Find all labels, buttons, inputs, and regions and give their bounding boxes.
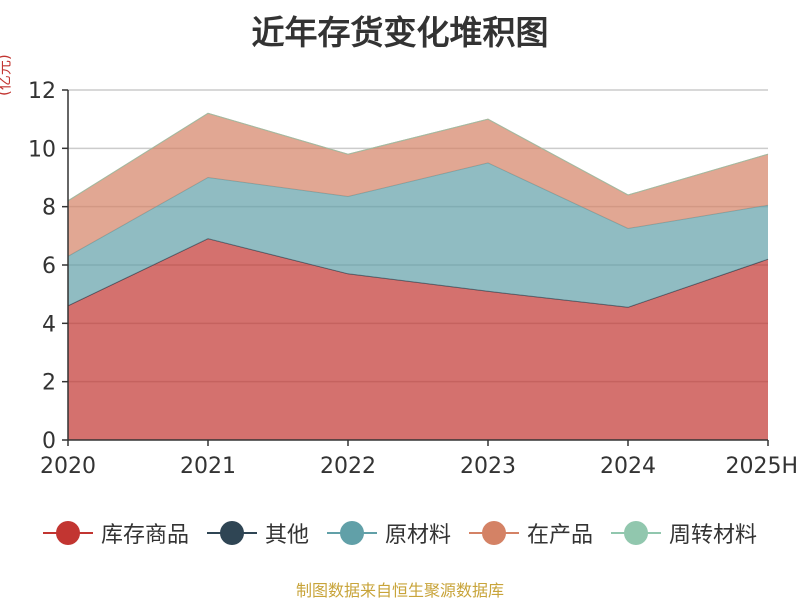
legend-item[interactable]: 周转材料: [611, 517, 757, 549]
y-tick-label: 6: [42, 254, 56, 279]
area-layer: [67, 112, 769, 440]
area-line-4: [67, 112, 769, 202]
x-tick-label: 2021: [180, 454, 236, 479]
x-tick-label: 2024: [600, 454, 656, 479]
y-tick-label: 4: [42, 312, 56, 337]
source-footer: 制图数据来自恒生聚源数据库: [295, 581, 504, 600]
legend-item[interactable]: 在产品: [469, 517, 593, 549]
legend-symbol-icon: [206, 521, 257, 545]
area-series-3: [68, 113, 768, 257]
legend-symbol-icon: [42, 521, 93, 545]
legend-item[interactable]: 库存商品: [42, 517, 189, 549]
chart-title: 近年存货变化堆积图: [251, 13, 549, 52]
y-tick-label: 12: [28, 79, 56, 104]
x-tick-label: 2023: [460, 454, 516, 479]
legend: 库存商品 其他 原材料 在产品 周转材料: [0, 516, 800, 550]
legend-symbol-icon: [326, 521, 377, 545]
legend-symbol-icon: [611, 521, 662, 545]
legend-label: 其他: [264, 523, 309, 548]
x-tick-label: 2025H: [725, 454, 798, 479]
y-tick-label: 0: [42, 429, 56, 454]
area-series-2: [68, 162, 768, 308]
x-tick-label: 2020: [40, 454, 96, 479]
y-tick-label: 10: [28, 137, 56, 162]
legend-symbol-icon: [469, 521, 519, 545]
x-tick-label: 2022: [320, 454, 376, 479]
legend-item[interactable]: 其他: [206, 517, 309, 549]
legend-item[interactable]: 原材料: [326, 517, 451, 549]
legend-label: 在产品: [527, 523, 594, 548]
legend-label: 周转材料: [669, 523, 758, 548]
y-tick-label: 2: [42, 371, 56, 396]
legend-label: 原材料: [384, 523, 451, 548]
area-series-0: [68, 238, 768, 440]
legend-label: 库存商品: [100, 523, 189, 548]
axis-layer: 0 2 4 6 8 10 12 2020 2021 2022 2023 2024 2025H: [28, 79, 798, 479]
y-tick-label: 8: [42, 196, 56, 221]
